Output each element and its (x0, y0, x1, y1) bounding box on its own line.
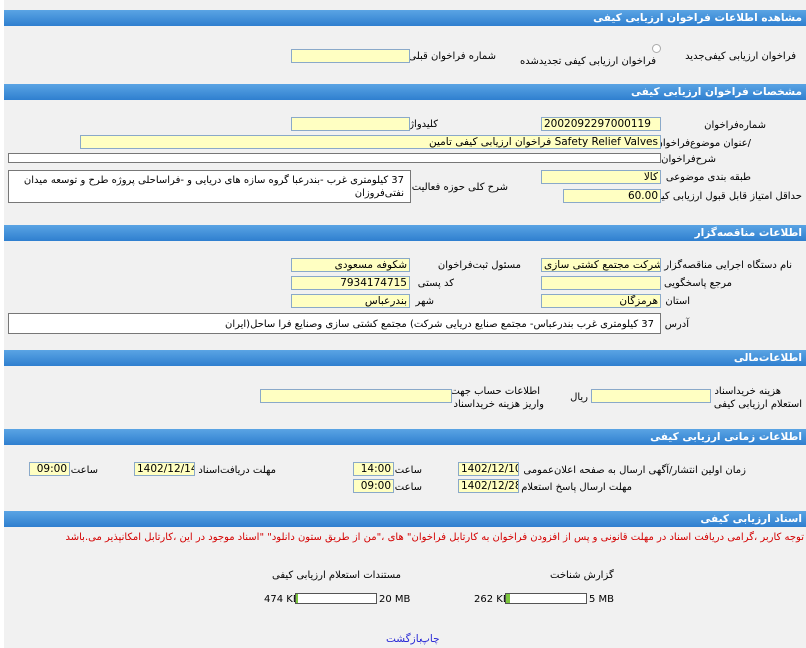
org-field[interactable]: شرکت مجتمع کشتی سازی (541, 258, 661, 272)
currency-label: ریال (570, 392, 588, 403)
activity-scope-field[interactable]: 37 کیلومتری غرب -بندرعبا گروه سازه های د… (8, 170, 411, 203)
keyword-label: کلیدواژه (403, 119, 438, 130)
keyword-field[interactable] (291, 117, 410, 131)
back-link[interactable]: بازگشت (386, 633, 422, 645)
reply-deadline-label: مهلت ارسال پاسخ استعلام (521, 482, 632, 493)
activity-scope-label: شرح کلی حوزه فعالیت (411, 182, 508, 193)
account-label-2: واریز هزینه خریداسناد (453, 399, 544, 410)
report-size: 262 KB (474, 594, 510, 605)
report-limit: 5 MB (589, 594, 615, 605)
publish-label: زمان اولین انتشار/آگهی ارسال به صفحه اعل… (523, 465, 746, 476)
docs-title: مستندات استعلام ارزیابی کیفی (272, 570, 402, 581)
renewed-call-label: فراخوان ارزیابی کیفی تجدیدشده (519, 56, 656, 67)
section-header-timing: اطلاعات زمانی ارزیابی کیفی (4, 429, 806, 445)
province-label: استان (665, 296, 690, 307)
official-field[interactable]: شکوفه مسعودی (291, 258, 410, 272)
description-label: شرح‌فراخوان (661, 154, 716, 165)
prev-number-field[interactable] (291, 49, 410, 63)
new-call-label: فراخوان ارزیابی کیفی‌جدید (685, 51, 796, 62)
report-title: گزارش شناخت (550, 570, 614, 581)
reply-time-label: ساعت (394, 482, 422, 493)
section-header-documents: اسناد ارزیابی کیفی (4, 511, 806, 527)
description-field[interactable] (8, 153, 661, 163)
min-score-label: حداقل امتیاز قابل قبول ارزیابی کیفی (648, 191, 802, 202)
call-number-label: شماره‌فراخوان (704, 120, 766, 131)
call-number-field[interactable]: 2002092297000119 (541, 117, 661, 131)
title-field[interactable]: فراخوان ارزیابی کیفی تامین Safety Relief… (80, 135, 661, 149)
section-header-financial: اطلاعات‌مالی (4, 350, 806, 366)
reference-label: مرجع پاسخگویی (663, 278, 732, 289)
title-label: /عنوان موضوع‌فراخوان (655, 138, 751, 149)
report-progress-bar (505, 593, 587, 604)
category-label: طبقه بندی موضوعی (665, 172, 751, 183)
report-download-link[interactable] (474, 581, 614, 609)
province-field[interactable]: هرمزگان (541, 294, 661, 308)
category-field[interactable]: کالا (541, 170, 661, 184)
docs-download-link[interactable] (264, 581, 408, 609)
org-label: نام دستگاه اجرایی مناقصه‌گزار (664, 260, 792, 271)
docs-limit: 20 MB (379, 594, 411, 605)
print-link[interactable]: چاپ (420, 633, 440, 645)
receive-time-field[interactable]: 09:00 (29, 462, 70, 476)
account-field[interactable] (260, 389, 452, 403)
fee-label-1: هزینه خریداسناد (714, 386, 781, 397)
receive-date-field[interactable]: 1402/12/14 (134, 462, 195, 476)
report-progress-fill (506, 594, 510, 603)
section-header-tenderer: اطلاعات مناقصه‌گزار (4, 225, 806, 241)
address-label: آدرس (664, 319, 689, 330)
fee-label-2: استعلام ارزیابی کیفی (713, 399, 802, 410)
receive-docs-label: مهلت دریافت‌اسناد (198, 465, 276, 476)
prev-number-label: شماره فراخوان قبلی (408, 51, 496, 62)
city-label: شهر (415, 296, 434, 307)
address-field[interactable]: 37 کیلومتری غرب بندرعباس- مجتمع صنایع در… (8, 313, 661, 334)
postal-code-label: کد پستی (417, 278, 454, 289)
official-label: مسئول ثبت‌فراخوان (437, 260, 521, 271)
section-header-view: مشاهده اطلاعات فراخوان ارزیابی کیفی (4, 10, 806, 26)
publish-time-field[interactable]: 14:00 (353, 462, 394, 476)
section-header-specs: مشخصات فراخوان ارزیابی کیفی (4, 84, 806, 100)
min-score-field[interactable]: 60.00 (563, 189, 661, 203)
publish-date-field[interactable]: 1402/12/10 (458, 462, 519, 476)
docs-progress-fill (296, 594, 299, 603)
postal-code-field[interactable]: 7934174715 (291, 276, 410, 290)
radio-renewed[interactable] (652, 44, 661, 53)
fee-field[interactable] (591, 389, 711, 403)
reference-field[interactable] (541, 276, 661, 290)
reply-date-field[interactable]: 1402/12/28 (458, 479, 519, 493)
download-notice: توجه کاربر ،گرامی دریافت اسناد در مهلت ق… (65, 532, 805, 543)
docs-progress-bar (295, 593, 377, 604)
city-field[interactable]: بندرعباس (291, 294, 410, 308)
account-label-1: اطلاعات حساب جهت (450, 386, 540, 397)
publish-time-label: ساعت (394, 465, 422, 476)
docs-size: 474 KB (264, 594, 300, 605)
reply-time-field[interactable]: 09:00 (353, 479, 394, 493)
receive-time-label: ساعت (70, 465, 98, 476)
